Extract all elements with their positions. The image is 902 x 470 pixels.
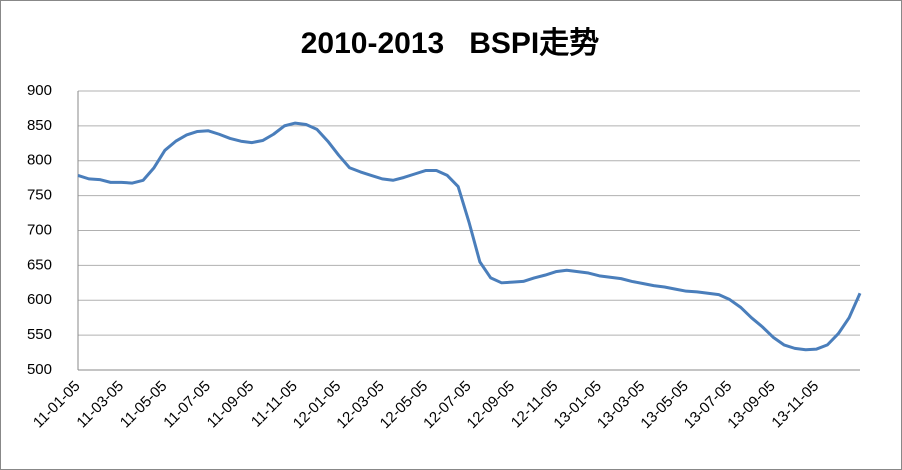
y-tick-label: 500: [27, 361, 52, 378]
chart-title: 2010-2013 BSPI走势: [301, 27, 600, 60]
y-tick-label: 700: [27, 221, 52, 238]
y-tick-label: 800: [27, 152, 52, 169]
y-tick-label: 600: [27, 291, 52, 308]
data-line: [77, 121, 862, 352]
y-tick-label: 550: [27, 326, 52, 343]
y-tick-label: 650: [27, 256, 52, 273]
y-tick-label: 850: [27, 117, 52, 134]
y-tick-label: 900: [27, 82, 52, 99]
y-tick-label: 750: [27, 187, 52, 204]
